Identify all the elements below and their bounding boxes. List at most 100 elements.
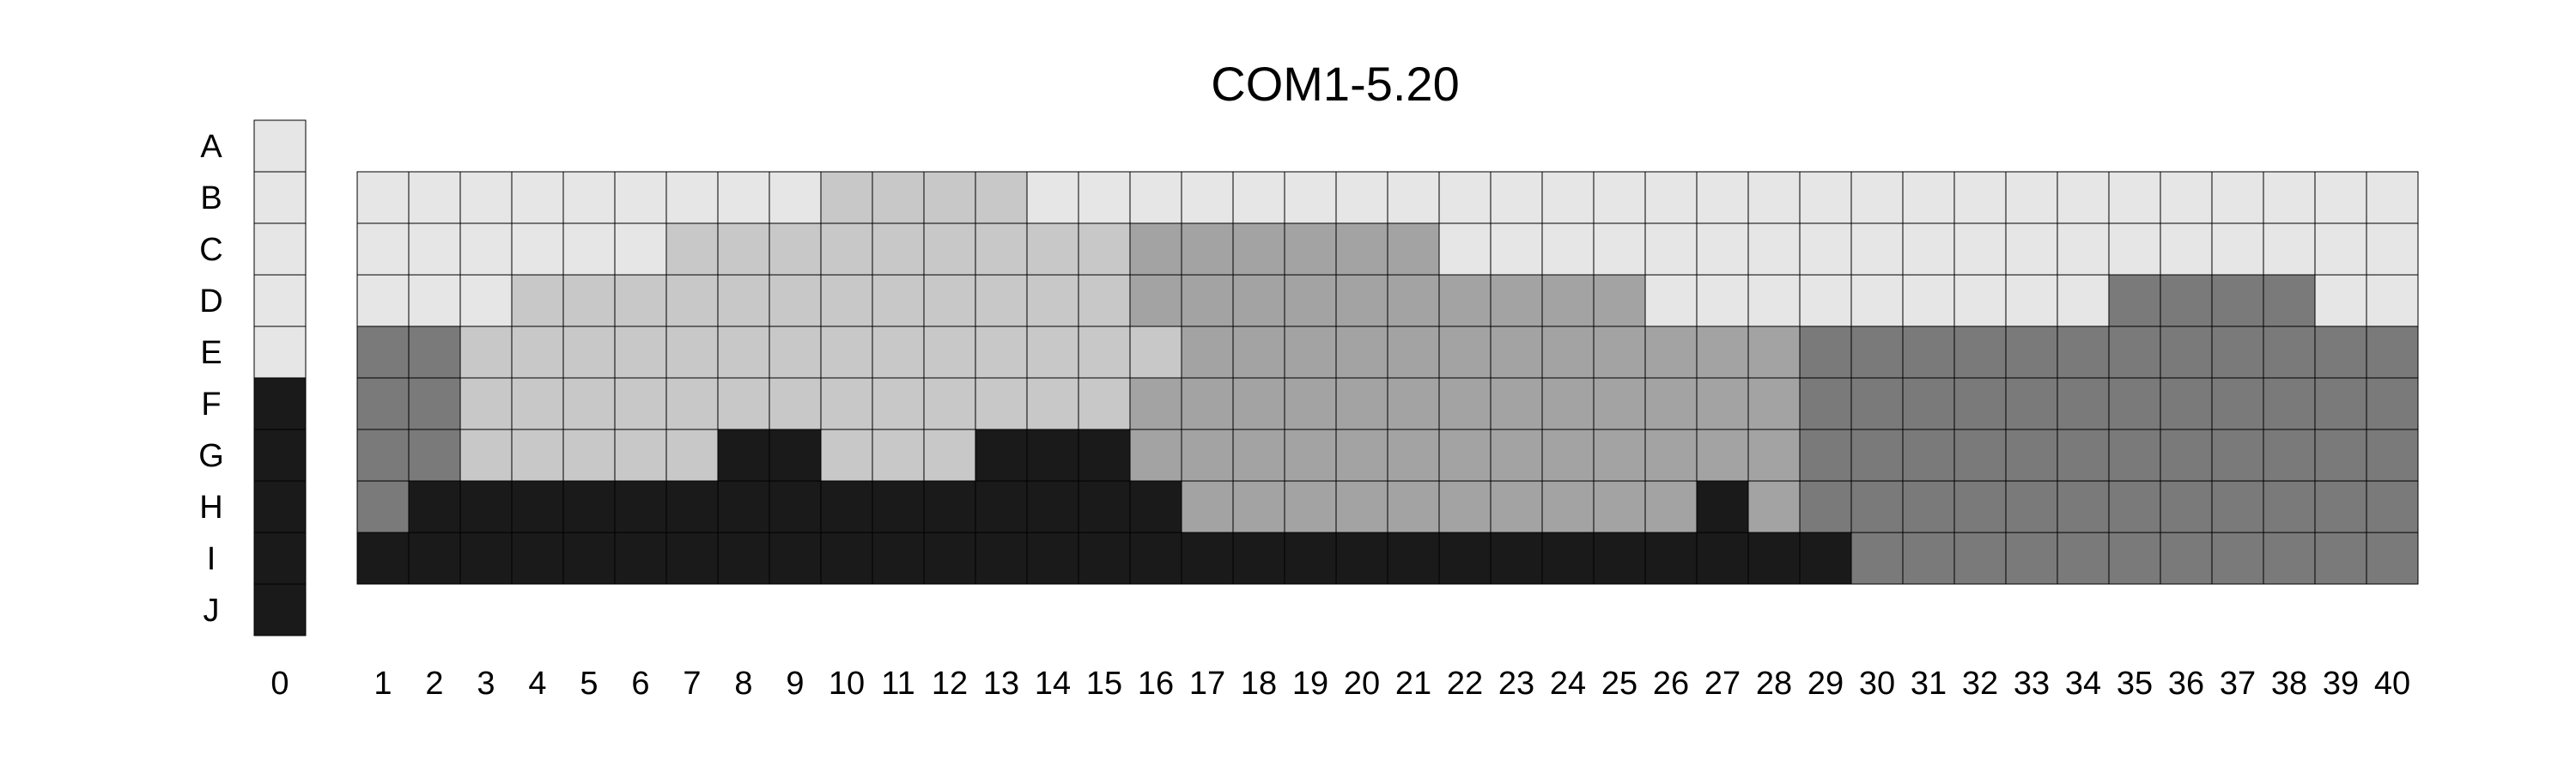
cell-17-g [1182, 429, 1233, 481]
row-label-d: D [199, 283, 222, 320]
cell-4-f [512, 378, 563, 429]
cell-13-g [975, 429, 1027, 481]
cell-28-g [1748, 429, 1800, 481]
cell-40-f [2366, 378, 2418, 429]
cell-8-i [718, 533, 769, 584]
column-label-20: 20 [1344, 666, 1380, 702]
cell-27-h [1697, 481, 1748, 533]
cell-11-f [872, 378, 924, 429]
cell-33-h [2006, 481, 2057, 533]
cell-0-f [254, 378, 306, 429]
cell-12-g [924, 429, 975, 481]
cell-18-i [1233, 533, 1285, 584]
cell-40-h [2366, 481, 2418, 533]
cell-8-f [718, 378, 769, 429]
column-label-21: 21 [1395, 666, 1431, 702]
cell-12-f [924, 378, 975, 429]
cell-32-c [1954, 223, 2006, 275]
cell-7-e [666, 326, 718, 378]
cell-27-d [1697, 275, 1748, 326]
cell-5-i [563, 533, 615, 584]
cell-20-e [1336, 326, 1388, 378]
cell-38-f [2263, 378, 2315, 429]
cell-14-d [1027, 275, 1078, 326]
cell-26-c [1645, 223, 1697, 275]
cell-32-h [1954, 481, 2006, 533]
cell-17-d [1182, 275, 1233, 326]
column-label-31: 31 [1911, 666, 1947, 702]
row-label-g: G [198, 438, 224, 474]
cell-14-i [1027, 533, 1078, 584]
cell-32-e [1954, 326, 2006, 378]
cell-9-g [769, 429, 821, 481]
cell-9-b [769, 172, 821, 223]
cell-12-c [924, 223, 975, 275]
cell-1-e [357, 326, 409, 378]
cell-3-g [460, 429, 512, 481]
cell-5-e [563, 326, 615, 378]
cell-19-h [1285, 481, 1336, 533]
cell-4-b [512, 172, 563, 223]
cell-14-g [1027, 429, 1078, 481]
cell-1-f [357, 378, 409, 429]
column-label-9: 9 [786, 666, 804, 702]
cell-37-d [2212, 275, 2263, 326]
column-label-2: 2 [425, 666, 443, 702]
cell-11-g [872, 429, 924, 481]
cell-38-d [2263, 275, 2315, 326]
cell-9-i [769, 533, 821, 584]
cell-8-h [718, 481, 769, 533]
cell-23-h [1491, 481, 1542, 533]
cell-3-c [460, 223, 512, 275]
cell-36-e [2160, 326, 2212, 378]
cell-23-b [1491, 172, 1542, 223]
cell-40-d [2366, 275, 2418, 326]
cell-30-i [1851, 533, 1903, 584]
cell-0-g [254, 429, 306, 481]
cell-0-b [254, 172, 306, 223]
cell-4-h [512, 481, 563, 533]
cell-24-i [1542, 533, 1594, 584]
cell-26-f [1645, 378, 1697, 429]
cell-34-e [2057, 326, 2109, 378]
cell-31-i [1903, 533, 1954, 584]
cell-15-g [1078, 429, 1130, 481]
cell-23-f [1491, 378, 1542, 429]
cell-9-c [769, 223, 821, 275]
cell-0-a [254, 120, 306, 172]
column-label-14: 14 [1035, 666, 1071, 702]
cell-34-c [2057, 223, 2109, 275]
cell-27-e [1697, 326, 1748, 378]
cell-20-d [1336, 275, 1388, 326]
cell-3-f [460, 378, 512, 429]
cell-4-g [512, 429, 563, 481]
cell-40-g [2366, 429, 2418, 481]
cell-15-d [1078, 275, 1130, 326]
cell-26-d [1645, 275, 1697, 326]
cell-26-h [1645, 481, 1697, 533]
cell-4-c [512, 223, 563, 275]
cell-10-c [821, 223, 872, 275]
cell-31-b [1903, 172, 1954, 223]
cell-22-h [1439, 481, 1491, 533]
cell-24-b [1542, 172, 1594, 223]
cell-19-g [1285, 429, 1336, 481]
cell-3-h [460, 481, 512, 533]
cell-26-b [1645, 172, 1697, 223]
cell-2-d [409, 275, 460, 326]
cell-15-e [1078, 326, 1130, 378]
cell-19-b [1285, 172, 1336, 223]
cell-14-b [1027, 172, 1078, 223]
cell-8-e [718, 326, 769, 378]
cell-29-c [1800, 223, 1851, 275]
cell-23-g [1491, 429, 1542, 481]
cell-18-b [1233, 172, 1285, 223]
cell-35-c [2109, 223, 2160, 275]
cell-38-e [2263, 326, 2315, 378]
cell-18-f [1233, 378, 1285, 429]
cell-12-e [924, 326, 975, 378]
cell-1-c [357, 223, 409, 275]
column-label-19: 19 [1292, 666, 1328, 702]
cell-4-e [512, 326, 563, 378]
cell-36-g [2160, 429, 2212, 481]
